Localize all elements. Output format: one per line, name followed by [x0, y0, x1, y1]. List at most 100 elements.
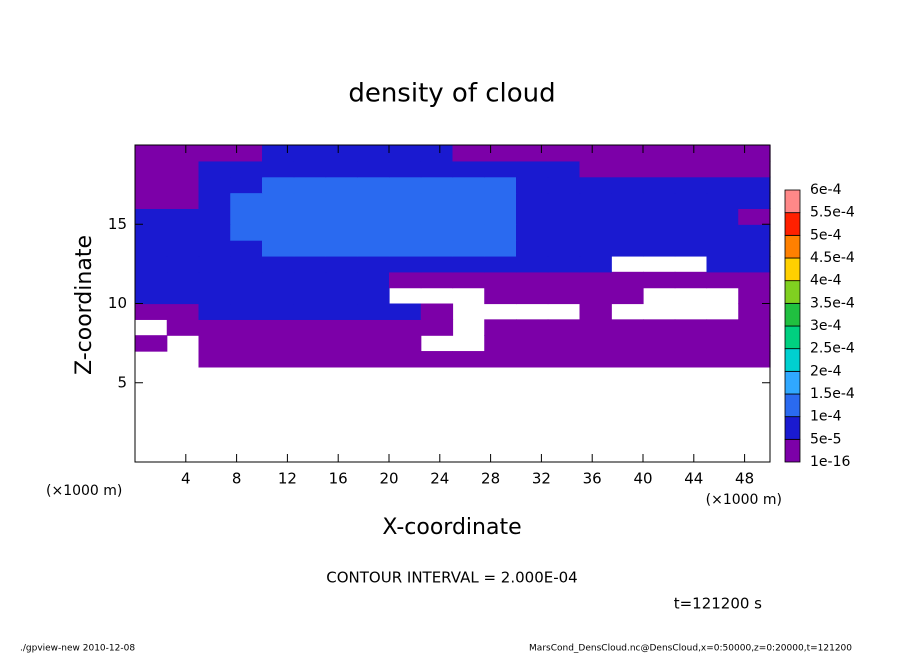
cell — [706, 255, 739, 273]
cell — [643, 224, 676, 241]
cell — [579, 319, 612, 336]
colorbar-label: 5e-4 — [810, 227, 842, 243]
cell — [579, 192, 612, 209]
cell — [674, 208, 708, 225]
cell — [452, 224, 485, 241]
cell — [516, 145, 549, 162]
cell — [547, 335, 581, 352]
cell — [262, 351, 295, 368]
cell — [420, 319, 454, 336]
cell — [325, 145, 358, 162]
colorbar-box — [784, 302, 801, 327]
cell — [452, 255, 485, 273]
cell — [135, 303, 168, 320]
cell — [230, 192, 263, 209]
cell — [547, 208, 581, 225]
cell — [135, 208, 168, 225]
x-tick-label: 16 — [329, 470, 348, 488]
colorbar-box — [784, 234, 801, 259]
cell — [166, 319, 200, 336]
cell — [484, 160, 517, 178]
cell — [484, 240, 517, 257]
cell — [135, 287, 168, 305]
cell — [262, 176, 295, 194]
cell — [484, 176, 517, 194]
cell — [674, 160, 708, 178]
cell — [198, 145, 231, 162]
cell — [643, 145, 676, 162]
colorbar-label: 6e-4 — [810, 182, 842, 198]
x-tick-label: 24 — [430, 470, 449, 488]
cell — [516, 287, 549, 305]
cell — [738, 145, 771, 162]
cell — [706, 192, 739, 209]
cell — [262, 160, 295, 178]
cell — [547, 176, 581, 194]
cell — [452, 160, 485, 178]
cell — [484, 192, 517, 209]
colorbar-label: 1e-4 — [810, 409, 842, 425]
cell — [452, 351, 485, 368]
cell — [198, 351, 231, 368]
cell — [262, 192, 295, 209]
cell — [262, 208, 295, 225]
cell — [166, 145, 200, 162]
colorbar-box — [784, 438, 801, 463]
cell — [611, 319, 644, 336]
colorbar-label: 3e-4 — [810, 318, 842, 334]
cell — [166, 271, 200, 289]
cell — [262, 287, 295, 305]
cell — [166, 303, 200, 320]
cell — [293, 303, 327, 320]
cell — [198, 319, 231, 336]
cell — [357, 255, 390, 273]
cell — [516, 335, 549, 352]
cell — [516, 351, 549, 368]
cell — [262, 303, 295, 320]
cell — [389, 351, 422, 368]
cell — [611, 240, 644, 257]
colorbar-label: 1.5e-4 — [810, 386, 855, 402]
cell — [389, 145, 422, 162]
cell — [579, 145, 612, 162]
cell — [230, 319, 263, 336]
cell — [166, 255, 200, 273]
cell — [262, 255, 295, 273]
cell — [674, 351, 708, 368]
cell — [293, 319, 327, 336]
cell — [579, 255, 612, 273]
cell — [452, 240, 485, 257]
cell — [357, 335, 390, 352]
cell — [547, 224, 581, 241]
cell — [516, 271, 549, 289]
cell — [516, 192, 549, 209]
cell — [293, 208, 327, 225]
cell — [611, 335, 644, 352]
cell — [643, 240, 676, 257]
cell — [389, 240, 422, 257]
cell — [357, 351, 390, 368]
cell — [452, 208, 485, 225]
cell — [579, 303, 612, 320]
cell — [135, 160, 168, 178]
x-tick-label: 48 — [735, 470, 754, 488]
cell — [389, 335, 422, 352]
cell — [135, 192, 168, 209]
cell — [706, 176, 739, 194]
cell — [738, 271, 771, 289]
cell — [357, 192, 390, 209]
cell — [706, 319, 739, 336]
cell — [738, 303, 771, 320]
colorbar-box — [784, 212, 801, 236]
cell — [166, 208, 200, 225]
cell — [420, 240, 454, 257]
cell — [547, 351, 581, 368]
cell — [674, 176, 708, 194]
cell — [706, 224, 739, 241]
cell — [420, 160, 454, 178]
cell — [293, 335, 327, 352]
cell — [674, 335, 708, 352]
y-unit: (×1000 m) — [46, 483, 122, 499]
cell — [516, 208, 549, 225]
